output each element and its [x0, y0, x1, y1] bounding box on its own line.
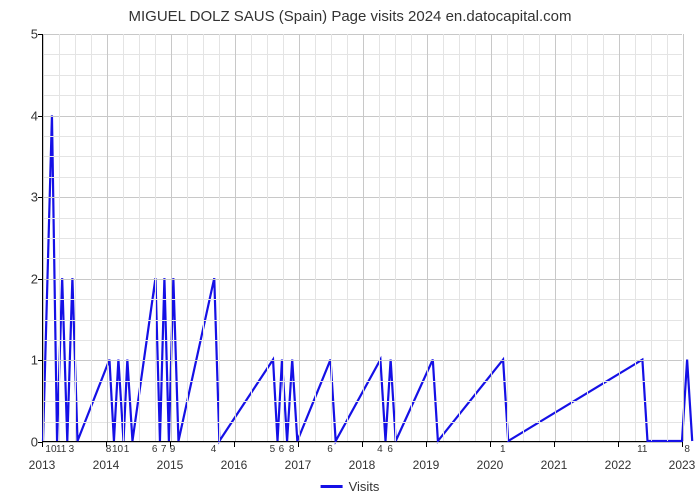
legend: Visits	[321, 479, 380, 494]
x-year-label: 2015	[157, 458, 184, 472]
y-tick-mark	[38, 34, 43, 35]
grid-minor-v	[75, 34, 76, 441]
x-value-label: 8	[106, 444, 112, 455]
grid-minor-v	[571, 34, 572, 441]
grid-major-v	[299, 34, 300, 441]
x-value-label: 11	[637, 444, 647, 455]
x-tick-mark	[362, 442, 363, 447]
x-value-label: 1	[124, 444, 130, 455]
x-year-label: 2016	[221, 458, 248, 472]
x-tick-mark	[426, 442, 427, 447]
x-tick-mark	[682, 442, 683, 447]
grid-minor-v	[603, 34, 604, 441]
x-value-label: 5	[270, 444, 276, 455]
grid-minor-v	[475, 34, 476, 441]
grid-minor-v	[155, 34, 156, 441]
x-tick-mark	[490, 442, 491, 447]
grid-minor-v	[331, 34, 332, 441]
x-value-label: 10	[112, 444, 123, 455]
x-value-label: 1	[500, 444, 506, 455]
grid-minor-v	[587, 34, 588, 441]
x-value-label: 6	[387, 444, 393, 455]
x-year-label: 2019	[413, 458, 440, 472]
grid-minor-v	[219, 34, 220, 441]
x-year-label: 2021	[541, 458, 568, 472]
grid-major-v	[363, 34, 364, 441]
grid-minor-v	[315, 34, 316, 441]
grid-minor-v	[267, 34, 268, 441]
grid-minor-v	[443, 34, 444, 441]
x-tick-mark	[42, 442, 43, 447]
x-tick-mark	[234, 442, 235, 447]
legend-label: Visits	[349, 479, 380, 494]
grid-major-v	[619, 34, 620, 441]
grid-major-v	[491, 34, 492, 441]
y-tick-mark	[38, 360, 43, 361]
y-tick-label: 4	[8, 108, 38, 123]
x-year-label: 2023	[669, 458, 696, 472]
grid-minor-v	[459, 34, 460, 441]
grid-major-v	[171, 34, 172, 441]
grid-major-v	[235, 34, 236, 441]
grid-minor-v	[187, 34, 188, 441]
grid-minor-v	[251, 34, 252, 441]
grid-minor-v	[91, 34, 92, 441]
y-tick-label: 1	[8, 353, 38, 368]
grid-minor-v	[635, 34, 636, 441]
x-value-label: 11	[56, 444, 66, 455]
x-year-label: 2017	[285, 458, 312, 472]
x-tick-mark	[554, 442, 555, 447]
grid-major-v	[43, 34, 44, 441]
x-value-label: 10	[45, 444, 56, 455]
y-tick-label: 0	[8, 435, 38, 450]
grid-minor-v	[379, 34, 380, 441]
x-value-label: 6	[327, 444, 333, 455]
x-year-label: 2013	[29, 458, 56, 472]
grid-minor-v	[523, 34, 524, 441]
x-value-label: 8	[289, 444, 295, 455]
grid-minor-v	[203, 34, 204, 441]
x-tick-mark	[618, 442, 619, 447]
x-value-label: 8	[684, 444, 690, 455]
x-value-label: 6	[152, 444, 158, 455]
grid-minor-v	[539, 34, 540, 441]
grid-minor-v	[139, 34, 140, 441]
x-value-label: 3	[69, 444, 75, 455]
grid-major-v	[107, 34, 108, 441]
x-year-label: 2018	[349, 458, 376, 472]
x-value-label: 4	[211, 444, 217, 455]
x-value-label: 9	[170, 444, 176, 455]
chart-container: MIGUEL DOLZ SAUS (Spain) Page visits 202…	[0, 0, 700, 500]
legend-swatch	[321, 485, 343, 488]
grid-major-v	[683, 34, 684, 441]
y-tick-mark	[38, 279, 43, 280]
grid-minor-v	[651, 34, 652, 441]
plot-area	[42, 34, 682, 442]
grid-minor-v	[347, 34, 348, 441]
grid-minor-v	[411, 34, 412, 441]
y-tick-label: 3	[8, 190, 38, 205]
y-tick-label: 5	[8, 27, 38, 42]
grid-major-v	[427, 34, 428, 441]
y-tick-label: 2	[8, 271, 38, 286]
x-value-label: 4	[377, 444, 383, 455]
grid-minor-v	[123, 34, 124, 441]
x-year-label: 2020	[477, 458, 504, 472]
chart-title: MIGUEL DOLZ SAUS (Spain) Page visits 202…	[0, 0, 700, 25]
x-value-label: 7	[161, 444, 167, 455]
grid-minor-v	[283, 34, 284, 441]
x-tick-mark	[298, 442, 299, 447]
grid-minor-v	[667, 34, 668, 441]
y-tick-mark	[38, 197, 43, 198]
y-tick-mark	[38, 116, 43, 117]
x-value-label: 6	[279, 444, 285, 455]
x-year-label: 2014	[93, 458, 120, 472]
grid-minor-v	[395, 34, 396, 441]
grid-minor-v	[59, 34, 60, 441]
grid-major-v	[555, 34, 556, 441]
grid-minor-v	[507, 34, 508, 441]
x-year-label: 2022	[605, 458, 632, 472]
